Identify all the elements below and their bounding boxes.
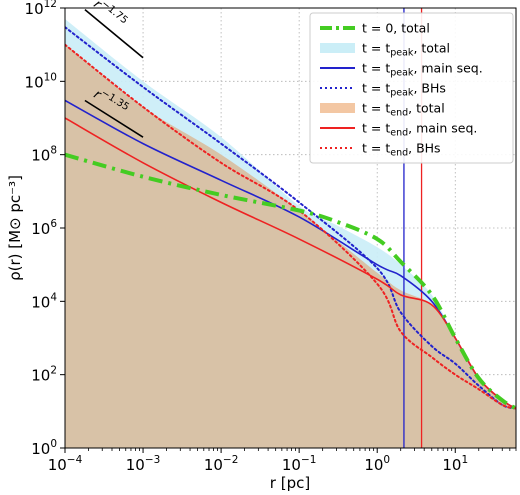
x-tick-label: 10−1 bbox=[282, 454, 317, 474]
legend-entry-label: t = tpeak, main seq. bbox=[362, 61, 483, 79]
y-axis-label: ρ(r) [M⊙ pc⁻³] bbox=[6, 175, 24, 281]
series-line bbox=[65, 43, 516, 410]
x-tick-label: 100 bbox=[364, 454, 390, 474]
series-line bbox=[65, 26, 516, 410]
y-tick-label: 108 bbox=[31, 145, 57, 165]
x-tick-label: 101 bbox=[442, 454, 468, 474]
y-tick-label: 100 bbox=[31, 438, 57, 458]
series-line bbox=[65, 152, 516, 411]
legend-entry-label: t = tpeak, BHs bbox=[362, 81, 446, 99]
legend-box bbox=[309, 12, 514, 164]
slope-guide-line bbox=[84, 9, 144, 59]
y-tick-label: 102 bbox=[31, 365, 57, 385]
y-tick-label: 104 bbox=[31, 291, 57, 311]
y-tick-label: 106 bbox=[31, 218, 57, 238]
x-tick-label: 10−2 bbox=[204, 454, 239, 474]
area-layer bbox=[65, 19, 516, 448]
legend-entry-label: t = tend, BHs bbox=[362, 141, 441, 159]
series-area bbox=[65, 44, 516, 448]
slope-guide-line bbox=[84, 99, 144, 138]
y-tick-label: 1012 bbox=[25, 0, 57, 18]
legend-entry-label: t = tpeak, total bbox=[362, 41, 450, 59]
axis-ticks: 10−4 10−3 10−2 10−1 100 101 100 102 104 106 108 101… bbox=[25, 0, 517, 474]
x-tick-label: 10−3 bbox=[126, 454, 161, 474]
legend-entry-label: t = tend, main seq. bbox=[362, 121, 477, 139]
legend-handle-patch bbox=[320, 103, 355, 113]
legend-entry-label: t = tend, total bbox=[362, 101, 445, 119]
slope-label: r−1.75 bbox=[90, 0, 129, 32]
x-axis-label: r [pc] bbox=[270, 474, 310, 492]
y-tick-label: 1010 bbox=[25, 71, 57, 91]
legend-handle-patch bbox=[320, 43, 355, 53]
legend: t = 0, total t = tpeak, total t = tpeak, m… bbox=[309, 12, 514, 164]
legend-entry-label: t = 0, total bbox=[362, 21, 430, 36]
x-tick-label: 10−4 bbox=[48, 454, 83, 474]
